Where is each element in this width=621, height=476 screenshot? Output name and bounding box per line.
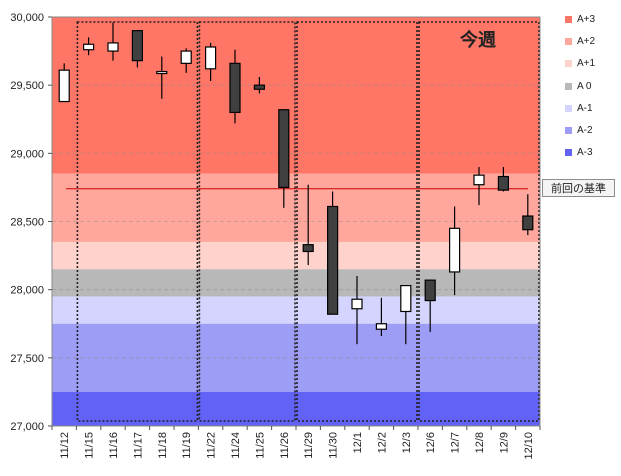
candle-body [180,50,192,64]
x-tick-label: 11/25 [254,432,266,459]
candle-body [351,298,363,310]
x-tick-label: 11/16 [108,432,120,459]
y-tick-label: 28,500 [10,217,44,229]
x-tick-label: 12/3 [401,432,413,453]
band-aminus1 [52,296,540,324]
legend-swatch [565,149,572,157]
legend-label: A-3 [577,147,593,159]
y-tick-label: 30,000 [10,12,44,24]
candle-body [375,323,387,330]
candle-body [253,84,265,90]
legend-label: A 0 [577,80,592,92]
candle-body [424,279,436,302]
candle-body [156,70,168,75]
legend-label: A+1 [577,58,596,70]
candle-body [107,42,119,52]
y-tick-label: 27,500 [10,353,44,365]
candle-body [82,43,95,51]
reference-line-label: 前回の基準 [542,179,615,197]
candle-body [302,244,314,253]
annotation-this-week: 今週 [460,29,496,50]
candle-body [205,46,217,70]
legend-item: A-1 [565,97,621,119]
x-tick-label: 11/26 [279,432,291,459]
legend-swatch [565,82,572,90]
candle-body [131,30,143,62]
x-tick-label: 11/15 [84,432,96,459]
band-aplus2 [52,173,540,242]
legend-swatch [565,15,572,23]
x-tick-label: 11/19 [181,432,193,459]
candle-body [278,109,290,189]
candle-body [400,284,412,313]
candle-body [58,69,70,103]
candle-body [497,175,509,191]
x-tick-label: 11/18 [157,432,169,459]
candle-body [522,215,534,231]
legend-swatch [565,127,572,135]
week-group-box [296,21,418,422]
legend-item: A 0 [565,75,621,97]
legend-label: A-2 [577,125,593,137]
legend-item: A+1 [565,53,621,75]
x-tick-label: 12/6 [425,432,437,453]
x-tick-label: 12/1 [352,432,364,453]
legend-swatch [565,60,572,68]
legend-item: A+2 [565,30,621,52]
y-tick-label: 29,500 [10,80,44,92]
legend-swatch [565,104,572,112]
x-tick-label: 11/24 [230,432,242,459]
x-tick-label: 12/9 [498,432,510,453]
x-tick-label: 12/10 [523,432,535,460]
legend-swatch [565,37,572,45]
legend-label: A-1 [577,102,593,114]
x-tick-label: 11/17 [132,432,144,459]
legend: A+3 A+2 A+1 A 0 A-1 A-2 A-3 [565,8,621,164]
y-tick-label: 28,000 [10,285,44,297]
legend-item: A-3 [565,142,621,164]
legend-label: A+2 [577,35,596,47]
legend-item: A-2 [565,119,621,141]
band-aplus1 [52,241,540,270]
legend-label: A+3 [577,13,596,25]
y-tick-label: 29,000 [10,148,44,160]
candle-body [327,205,339,315]
candle-body [473,174,485,186]
x-tick-label: 11/30 [328,432,340,459]
week-group-box [418,21,540,422]
x-tick-label: 11/29 [303,432,315,459]
candle-body [449,227,461,273]
week-group-box [198,21,296,422]
band-a0 [52,269,540,297]
candle-body [229,62,241,114]
x-tick-label: 12/2 [376,432,388,453]
legend-item: A+3 [565,8,621,30]
x-tick-label: 11/22 [206,432,218,459]
band-aminus3 [52,391,540,426]
x-tick-label: 11/12 [59,432,71,459]
x-tick-label: 12/7 [450,432,462,453]
x-tick-label: 12/8 [474,432,486,453]
y-tick-label: 27,000 [10,421,44,433]
